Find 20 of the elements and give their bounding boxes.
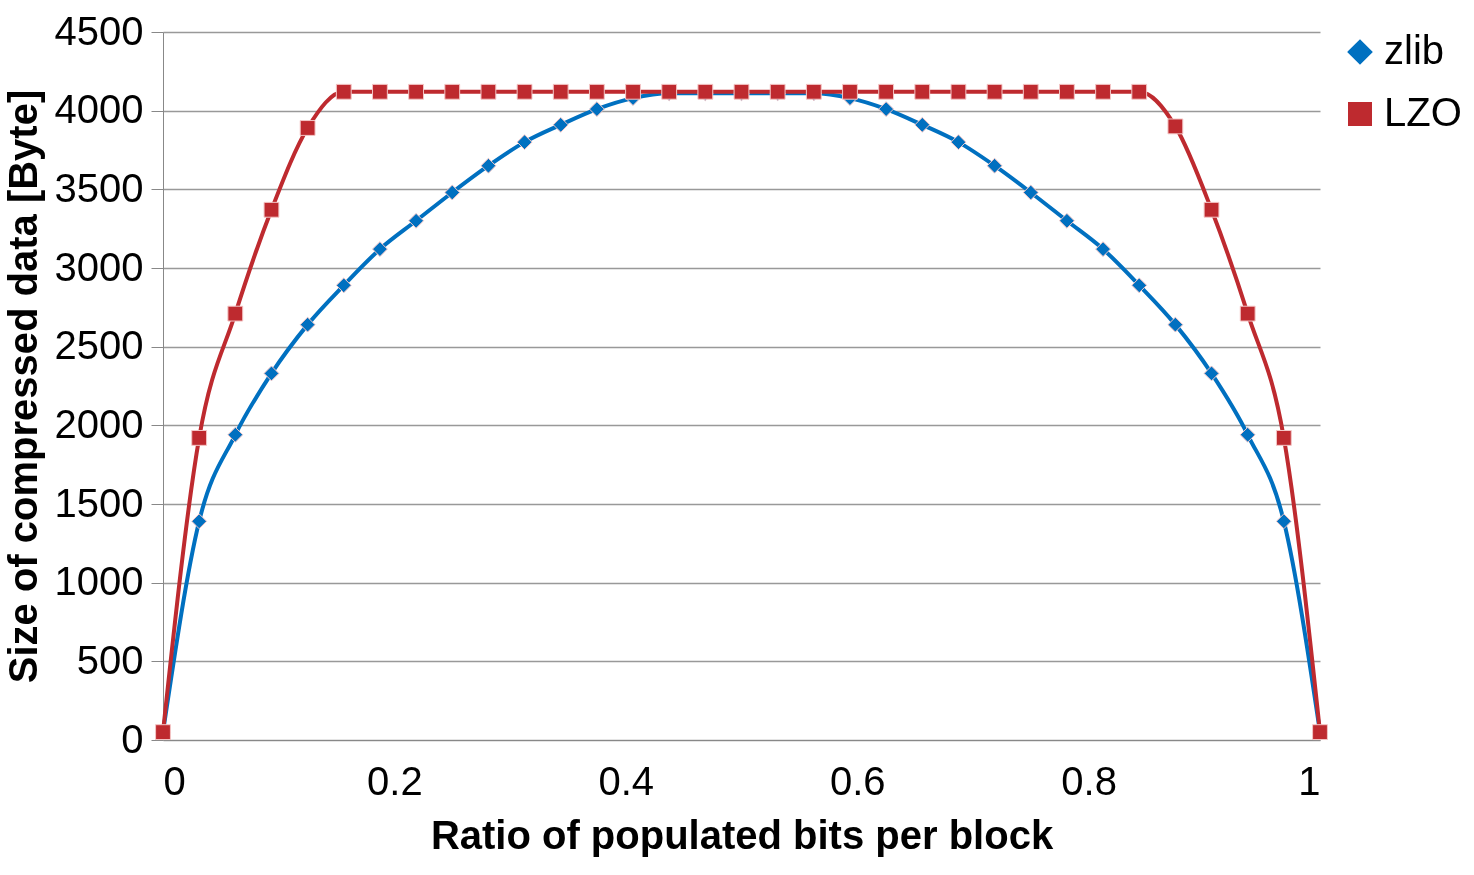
x-tick-label: 0.2 [367,758,423,803]
y-tick-label: 1000 [54,559,144,604]
y-tick-label: 2500 [54,323,144,368]
x-tick-label: 0.8 [1061,758,1117,803]
x-tick-label: 0.6 [829,758,886,803]
legend-label: zlib [1384,28,1445,72]
x-tick-label: 0.4 [598,758,655,803]
y-tick-label: 3000 [54,244,144,289]
y-tick-label: 3500 [54,165,144,210]
y-tick-label: 4500 [54,8,144,53]
x-axis-title: Ratio of populated bits per block [430,812,1054,857]
y-axis-title: Size of compressed data [Byte] [0,89,45,684]
legend-label: LZO [1384,90,1462,134]
y-tick-label: 2000 [54,401,144,446]
x-tick-label: 0 [163,758,186,803]
x-tick-label: 1 [1298,758,1321,803]
y-tick-label: 0 [121,716,144,761]
y-tick-label: 500 [76,637,144,682]
y-tick-label: 1500 [54,480,144,525]
y-tick-label: 4000 [54,87,144,132]
